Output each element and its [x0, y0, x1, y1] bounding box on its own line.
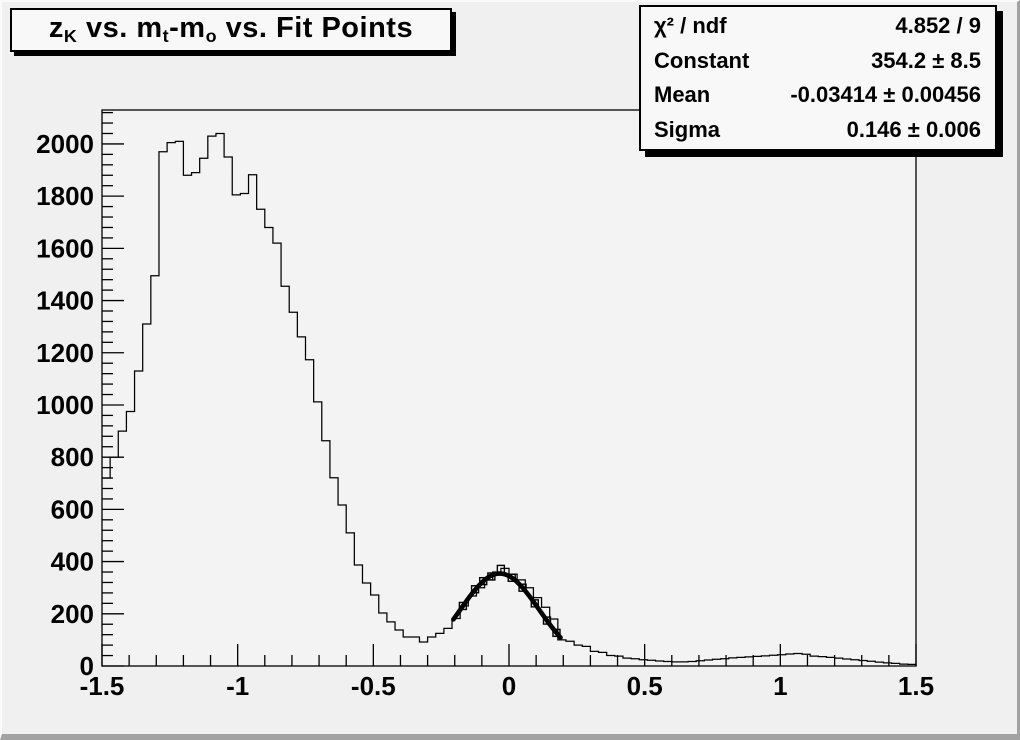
y-tick-label: 200 [51, 599, 94, 629]
stat-value: 0.146 ± 0.006 [846, 116, 981, 142]
title-segment: z [48, 12, 64, 45]
y-axis-labels: 0 200 400 600 800 1000 1200 1400 1600 1800 2000 [36, 129, 94, 681]
title-segment: vs. Fit Points [217, 12, 414, 45]
stat-label: χ² / ndf [654, 13, 727, 39]
stat-label: Mean [654, 82, 711, 108]
stats-box: χ² / ndf 4.852 / 9 Constant 354.2 ± 8.5 Mean… [639, 5, 997, 151]
y-tick-label: 800 [51, 442, 94, 472]
x-axis-ticks [101, 644, 917, 666]
stat-label: Constant [654, 47, 750, 73]
y-tick-label: 1200 [36, 338, 94, 368]
x-tick-label: -1.5 [80, 671, 125, 701]
y-tick-label: 600 [51, 494, 94, 524]
stat-value: -0.03414 ± 0.00456 [790, 82, 981, 108]
fit-point-marker [530, 599, 539, 608]
fit-point-marker [496, 564, 506, 574]
x-axis-labels: -1.5 -1 -0.5 0 0.5 1 1.5 [80, 671, 934, 701]
fit-point-marker [458, 601, 468, 611]
stats-row: Mean -0.03414 ± 0.00456 [641, 84, 995, 106]
fit-point-marker [552, 628, 561, 638]
fit-point-marker [487, 572, 496, 581]
title-subscript: K [63, 26, 78, 47]
fit-points [458, 564, 561, 638]
y-tick-label: 1000 [36, 390, 94, 420]
title-subscript: t [162, 26, 170, 47]
x-tick-label: -1 [226, 671, 249, 701]
fit-point-marker [479, 576, 488, 586]
title-segment: -m [169, 12, 206, 45]
title-segment: vs. m [77, 12, 163, 45]
stats-row: χ² / ndf 4.852 / 9 [641, 15, 995, 37]
y-tick-label: 2000 [36, 129, 94, 159]
x-tick-label: -0.5 [351, 671, 396, 701]
y-axis-ticks [102, 111, 124, 667]
fit-point-marker [470, 585, 480, 594]
stats-row: Constant 354.2 ± 8.5 [641, 47, 995, 73]
title-box: zK vs. mt-mo vs. Fit Points [10, 8, 452, 52]
stat-label: Sigma [654, 116, 721, 142]
y-tick-label: 1600 [36, 233, 94, 263]
stats-row: Sigma 0.146 ± 0.006 [641, 116, 995, 142]
stat-value: 354.2 ± 8.5 [871, 47, 981, 73]
x-tick-label: 0.5 [627, 671, 663, 701]
stat-value: 4.852 / 9 [895, 13, 981, 39]
y-tick-label: 400 [51, 547, 94, 577]
fit-point-marker [518, 583, 527, 592]
fit-curve [451, 571, 563, 640]
plot-frame [101, 109, 917, 667]
y-tick-label: 1800 [36, 181, 94, 211]
x-tick-label: 0 [502, 671, 516, 701]
plot-title: zK vs. mt-mo vs. Fit Points [49, 12, 413, 47]
title-subscript: o [205, 26, 218, 47]
x-tick-label: 1 [773, 671, 787, 701]
fit-point-marker [542, 616, 552, 625]
y-tick-label: 1400 [36, 286, 94, 316]
fit-point-marker [507, 573, 516, 582]
x-tick-label: 1.5 [898, 671, 934, 701]
y-tick-label: 0 [80, 651, 94, 681]
